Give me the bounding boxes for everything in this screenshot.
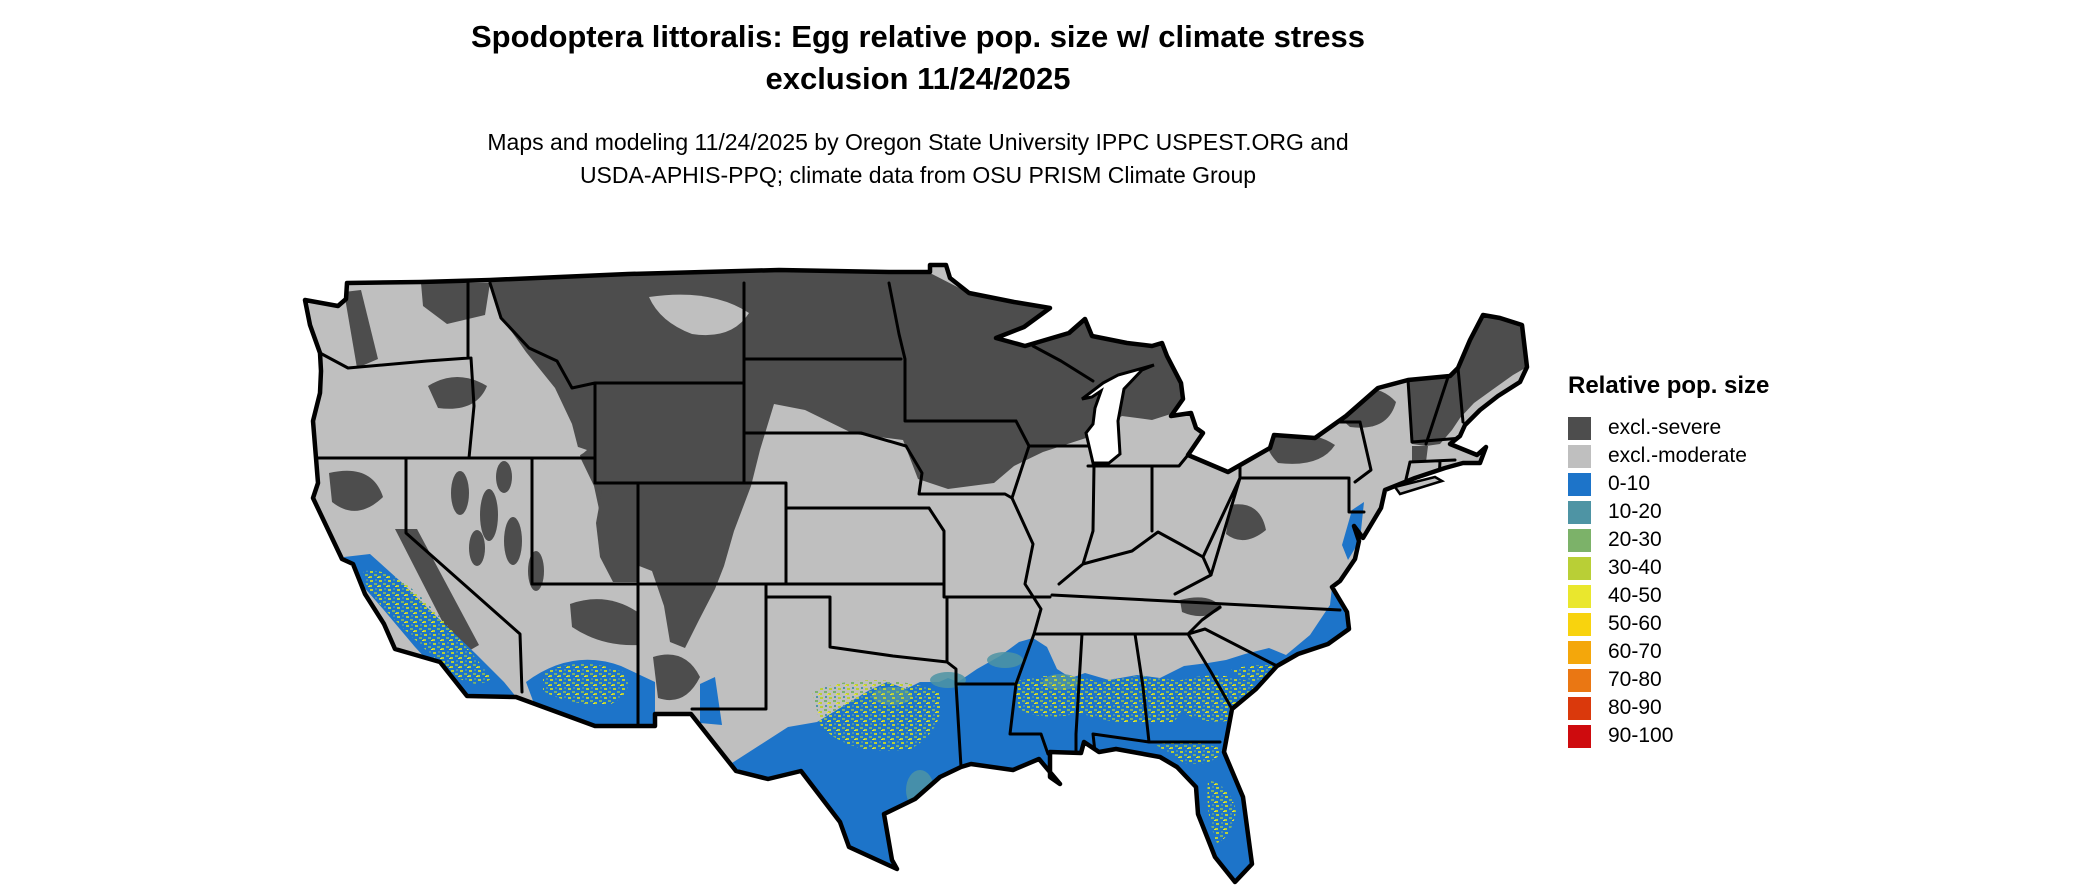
map-subtitle: Maps and modeling 11/24/2025 by Oregon S…	[0, 100, 1836, 192]
legend-item: 0-10	[1568, 470, 1898, 498]
legend-swatch	[1568, 416, 1591, 440]
map-layers	[314, 270, 1527, 882]
legend-label: excl.-severe	[1608, 416, 1722, 439]
legend-rows: excl.-severe excl.-moderate 0-10 10-20 20-30…	[1568, 414, 1898, 750]
long-island	[1392, 475, 1446, 496]
legend-swatch	[1568, 528, 1591, 552]
map-subtitle-line1: Maps and modeling 11/24/2025 by Oregon S…	[487, 129, 1349, 155]
legend-swatch	[1568, 668, 1591, 692]
legend-item: excl.-moderate	[1568, 442, 1898, 470]
map-title-line2: exclusion 11/24/2025	[765, 61, 1071, 96]
map-title-line1: Spodoptera littoralis: Egg relative pop.…	[470, 19, 1366, 54]
legend-swatch	[1568, 724, 1591, 748]
us-map-svg	[230, 160, 1550, 892]
legend-swatch	[1568, 696, 1591, 720]
map-title: Spodoptera littoralis: Egg relative pop.…	[0, 0, 1836, 100]
legend-label: 50-60	[1608, 612, 1662, 635]
lake-michigan	[1081, 363, 1155, 465]
legend-swatch	[1568, 584, 1591, 608]
us-map	[230, 160, 1550, 892]
legend-label: excl.-moderate	[1608, 444, 1747, 467]
map-subtitle-line2: USDA-APHIS-PPQ; climate data from OSU PR…	[579, 162, 1257, 188]
legend-label: 60-70	[1608, 640, 1662, 663]
legend-item: 30-40	[1568, 554, 1898, 582]
legend-label: 30-40	[1608, 556, 1662, 579]
legend-label: 0-10	[1608, 472, 1651, 495]
legend-item: 70-80	[1568, 666, 1898, 694]
legend-item: 80-90	[1568, 694, 1898, 722]
legend-swatch	[1568, 444, 1591, 468]
header: Spodoptera littoralis: Egg relative pop.…	[0, 0, 1836, 192]
layer-excl-moderate-patches	[491, 294, 749, 462]
legend-label: 90-100	[1608, 724, 1674, 747]
legend-swatch	[1568, 612, 1591, 636]
legend-title: Relative pop. size	[1568, 372, 1770, 399]
legend-label: 70-80	[1608, 668, 1662, 691]
legend-item: 40-50	[1568, 582, 1898, 610]
legend-item: 60-70	[1568, 638, 1898, 666]
legend-swatch	[1568, 472, 1591, 496]
legend-swatch	[1568, 556, 1591, 580]
legend-label: 80-90	[1608, 696, 1662, 719]
legend-item: 20-30	[1568, 526, 1898, 554]
legend-item: excl.-severe	[1568, 414, 1898, 442]
legend-item: 50-60	[1568, 610, 1898, 638]
state-borders	[314, 281, 1465, 769]
legend: Relative pop. size excl.-severe excl.-mod…	[1568, 372, 1898, 750]
legend-swatch	[1568, 500, 1591, 524]
legend-item: 90-100	[1568, 722, 1898, 750]
legend-swatch	[1568, 640, 1591, 664]
legend-label: 20-30	[1608, 528, 1662, 551]
legend-label: 10-20	[1608, 500, 1662, 523]
legend-item: 10-20	[1568, 498, 1898, 526]
legend-label: 40-50	[1608, 584, 1662, 607]
